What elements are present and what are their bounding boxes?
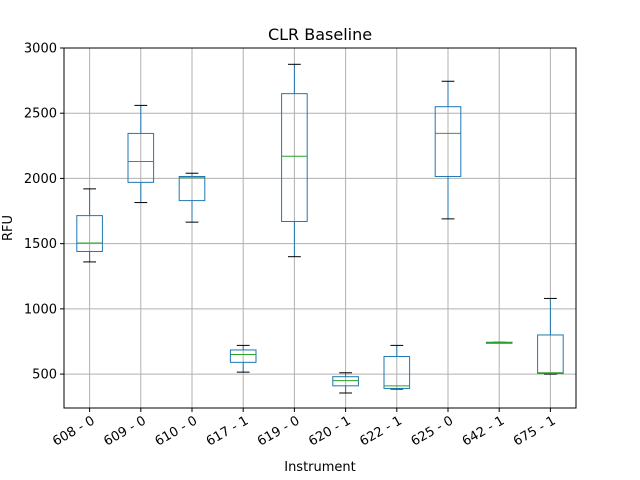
x-axis-label: Instrument	[284, 460, 356, 475]
iqr-box	[127, 132, 155, 183]
iqr-box	[178, 175, 206, 202]
box-layer	[76, 63, 564, 394]
box-675-1	[537, 297, 564, 375]
box-625-0	[434, 80, 462, 220]
iqr-box	[383, 355, 411, 389]
iqr-box	[229, 349, 257, 363]
iqr-box	[76, 215, 103, 252]
iqr-box	[434, 106, 462, 177]
y-tick-label: 500	[32, 368, 57, 383]
box-620-1	[332, 372, 359, 394]
box-617-1	[229, 344, 257, 373]
y-tick-label: 3000	[24, 42, 57, 57]
y-tick-label: 1000	[24, 302, 57, 317]
iqr-box	[332, 376, 359, 387]
box-642-1	[485, 341, 513, 344]
box-608-0	[76, 188, 103, 263]
chart-title: CLR Baseline	[268, 25, 372, 44]
box-619-0	[281, 63, 308, 258]
box-610-0	[178, 172, 206, 223]
iqr-box	[537, 334, 564, 374]
y-axis-label: RFU	[1, 215, 16, 241]
plot-area-frame	[63, 47, 577, 409]
box-622-1	[383, 344, 411, 390]
y-tick-label: 2500	[24, 107, 57, 122]
iqr-box	[281, 93, 308, 222]
y-tick-label: 2000	[24, 172, 57, 187]
y-tick-label: 1500	[24, 237, 57, 252]
box-609-0	[127, 104, 155, 204]
